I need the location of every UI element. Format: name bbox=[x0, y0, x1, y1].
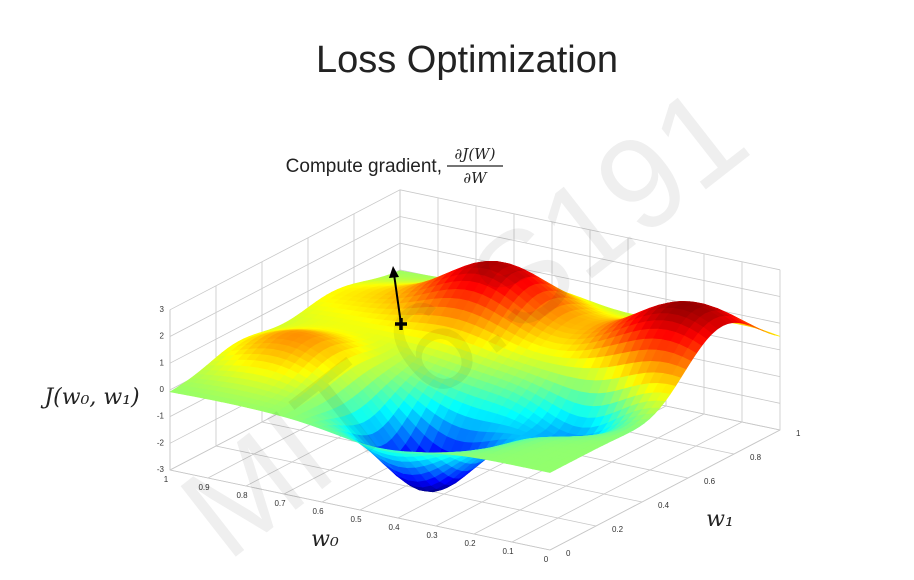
z-axis-label: J(w₀, w₁) bbox=[40, 385, 139, 410]
w0-tick-label: 0.6 bbox=[312, 507, 324, 516]
w0-tick-label: 1 bbox=[164, 475, 169, 484]
w1-tick-label: 0.8 bbox=[750, 453, 762, 462]
w1-tick-label: 0.2 bbox=[612, 525, 624, 534]
tick-labels: 3210-1-2-310.90.80.70.60.50.40.30.20.100… bbox=[157, 305, 801, 564]
w1-axis-label: w₁ bbox=[706, 507, 734, 532]
gradient-denominator: ∂W bbox=[463, 169, 488, 187]
w0-tick-label: 0.2 bbox=[464, 539, 476, 548]
slide-title: Loss Optimization bbox=[316, 39, 618, 81]
z-tick-label: -3 bbox=[157, 465, 165, 474]
z-tick-label: 0 bbox=[160, 385, 165, 394]
surface-patch bbox=[540, 467, 557, 473]
w1-tick-label: 0.6 bbox=[704, 477, 716, 486]
w0-tick-label: 0.9 bbox=[198, 483, 210, 492]
w0-tick-label: 0.5 bbox=[350, 515, 362, 524]
z-tick-label: 1 bbox=[160, 358, 165, 367]
w0-tick-label: 0.7 bbox=[274, 499, 286, 508]
gradient-numerator: ∂J(W) bbox=[455, 145, 496, 163]
z-tick-label: -2 bbox=[157, 438, 165, 447]
arrow-head bbox=[389, 266, 399, 278]
z-tick-label: -1 bbox=[157, 412, 165, 421]
w0-tick-label: 0.1 bbox=[502, 547, 514, 556]
w0-tick-label: 0.3 bbox=[426, 531, 438, 540]
w1-tick-label: 0.4 bbox=[658, 501, 670, 510]
w1-tick-label: 1 bbox=[796, 429, 801, 438]
axis-line bbox=[169, 469, 551, 551]
current-point bbox=[395, 318, 407, 330]
w1-tick-label: 0 bbox=[566, 549, 571, 558]
gradient-arrow bbox=[393, 273, 402, 325]
subtitle: Compute gradient, bbox=[286, 156, 442, 177]
w0-axis-label: w₀ bbox=[311, 527, 339, 552]
w0-tick-label: 0.4 bbox=[388, 523, 400, 532]
w1-grid-line bbox=[261, 261, 643, 503]
z-tick-label: 3 bbox=[160, 305, 165, 314]
w1-grid-line bbox=[215, 285, 597, 527]
loss-surface bbox=[169, 261, 781, 493]
w0-tick-label: 0 bbox=[544, 555, 549, 564]
w0-tick-label: 0.8 bbox=[236, 491, 248, 500]
axis-line bbox=[549, 429, 781, 551]
z-tick-label: 2 bbox=[160, 332, 165, 341]
